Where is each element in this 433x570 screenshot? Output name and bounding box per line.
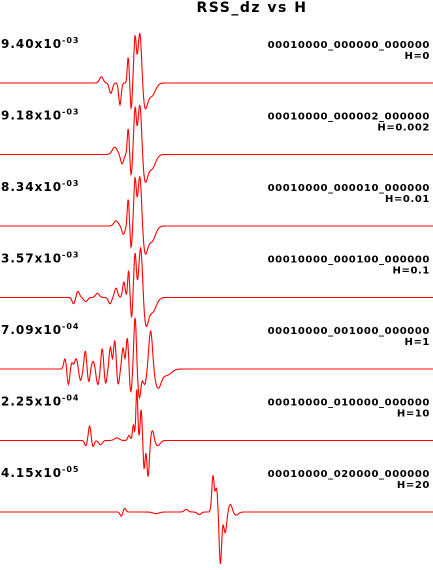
trace-2-scale-mantissa: 9.18x10 [1, 109, 62, 123]
trace-2-scale-exponent: -03 [62, 108, 79, 117]
trace-4-scale: 3.57x10-03 [1, 251, 80, 266]
trace-3-scale: 8.34x10-03 [1, 179, 80, 194]
trace-5-scale: 7.09x10-04 [1, 322, 80, 337]
trace-6-scale: 2.25x10-04 [1, 394, 80, 409]
traces-group: 9.40x10-03 00010000_000000_000000H=09.18x… [0, 32, 433, 565]
trace-7-scale-mantissa: 4.15x10 [1, 466, 62, 480]
trace-6-waveform [0, 389, 433, 477]
trace-3-param: H=0.01 [385, 194, 430, 205]
trace-7-param: H=20 [397, 480, 430, 491]
trace-6-scale-exponent: -04 [62, 394, 79, 403]
trace-2-waveform [0, 104, 433, 184]
trace-5-param: H=1 [404, 337, 430, 348]
trace-1-waveform [0, 32, 433, 111]
trace-5-scale-exponent: -04 [62, 322, 79, 331]
trace-1-param: H=0 [404, 51, 430, 62]
trace-3-label: 00010000_000010_000000 [268, 183, 430, 194]
trace-4-scale-mantissa: 3.57x10 [1, 252, 62, 266]
trace-3-scale-mantissa: 8.34x10 [1, 180, 62, 194]
trace-4-waveform [0, 246, 433, 328]
chart-title: RSS_dz vs H [197, 0, 308, 16]
trace-2-scale: 9.18x10-03 [1, 108, 80, 123]
trace-1-scale-mantissa: 9.40x10 [1, 37, 62, 51]
trace-1-scale-exponent: -03 [62, 36, 79, 45]
trace-7-waveform [0, 475, 433, 565]
trace-5-scale-mantissa: 7.09x10 [1, 323, 62, 337]
trace-3-scale-exponent: -03 [62, 179, 79, 188]
trace-2-param: H=0.002 [377, 123, 430, 134]
trace-6-scale-mantissa: 2.25x10 [1, 395, 62, 409]
trace-4-param: H=0.1 [393, 266, 430, 277]
trace-5-label: 00010000_001000_000000 [268, 326, 430, 337]
trace-6-param: H=10 [397, 409, 430, 420]
trace-6-label: 00010000_010000_000000 [268, 398, 430, 409]
trace-4-label: 00010000_000100_000000 [268, 255, 430, 266]
trace-7-label: 00010000_020000_000000 [268, 469, 430, 480]
trace-3-waveform [0, 175, 433, 255]
trace-1-label: 00010000_000000_000000 [268, 40, 430, 51]
trace-1-scale: 9.40x10-03 [1, 36, 80, 51]
trace-7-scale: 4.15x10-05 [1, 465, 80, 480]
trace-7-scale-exponent: -05 [62, 465, 79, 474]
trace-2-label: 00010000_000002_000000 [268, 112, 430, 123]
trace-4-scale-exponent: -03 [62, 251, 79, 260]
trace-5-waveform [0, 317, 433, 400]
